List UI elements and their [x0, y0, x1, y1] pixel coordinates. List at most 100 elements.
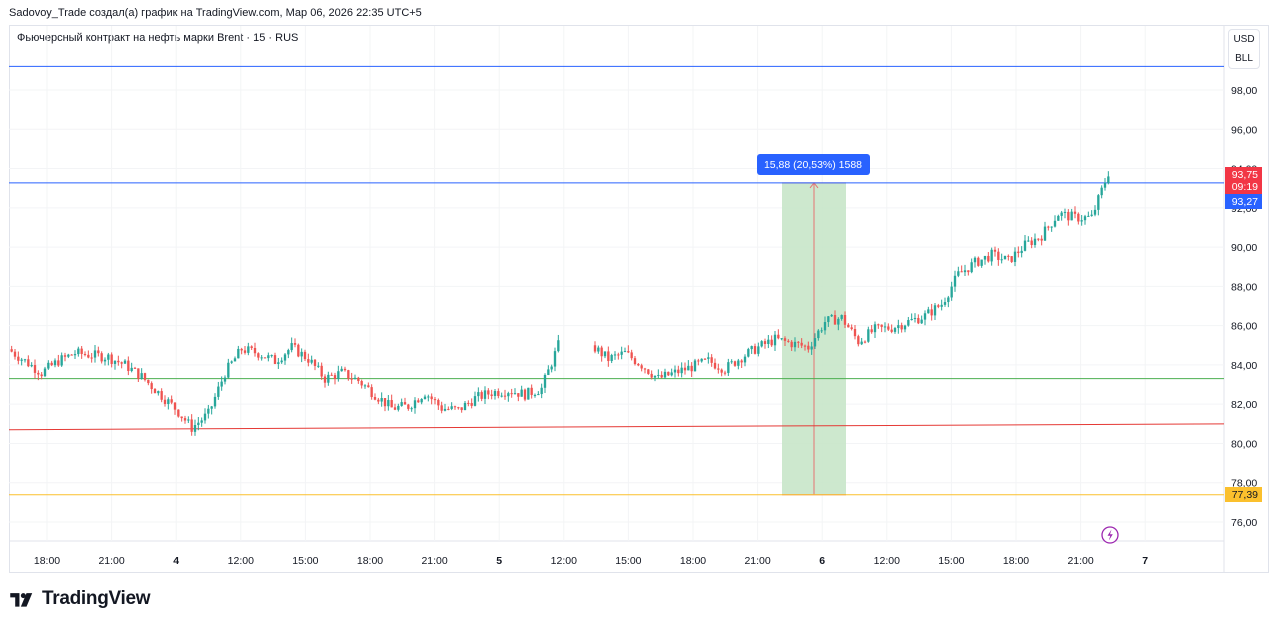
- candle-body: [690, 365, 693, 372]
- candle-body: [763, 341, 767, 344]
- symbol-title[interactable]: Фьючерсный контракт на нефть марки Brent…: [17, 32, 299, 44]
- candle-body: [183, 418, 187, 421]
- candle-body: [390, 400, 393, 408]
- candle-body: [767, 339, 770, 344]
- candle-body: [373, 397, 377, 400]
- candle-body: [230, 361, 233, 363]
- candle-body: [467, 402, 470, 404]
- candle-body: [130, 367, 133, 371]
- candle-body: [227, 362, 230, 378]
- candle-body: [800, 342, 803, 346]
- candle-body: [830, 315, 833, 317]
- candle-body: [237, 348, 240, 359]
- candle-body: [770, 339, 773, 346]
- candle-body: [407, 404, 410, 409]
- candle-body: [540, 387, 543, 395]
- candle-body: [703, 358, 707, 360]
- candle-body: [747, 349, 750, 357]
- price-tick-label: 88,00: [1231, 281, 1257, 293]
- candle-body: [123, 360, 127, 364]
- candle-body: [260, 357, 263, 359]
- candle-body: [43, 368, 47, 377]
- candle-body: [687, 365, 690, 371]
- candle-body: [850, 327, 853, 330]
- time-tick-label: 18:00: [34, 555, 60, 567]
- candle-body: [210, 406, 213, 409]
- candle-body: [953, 275, 957, 287]
- candle-body: [623, 351, 627, 353]
- candle-body: [893, 328, 897, 332]
- candle-body: [717, 368, 720, 370]
- price-tick-label: 76,00: [1231, 517, 1257, 529]
- candle-body: [707, 357, 710, 359]
- candle-body: [1097, 195, 1100, 210]
- candle-body: [733, 361, 737, 366]
- candle-body: [503, 395, 507, 397]
- price-badges: 93,75 09:19 93,27 77,39: [1225, 167, 1262, 502]
- candle-body: [887, 326, 890, 330]
- red-trend-line[interactable]: [8, 423, 1225, 431]
- candle-body: [100, 353, 103, 362]
- candle-body: [603, 351, 607, 357]
- measure-label-text: 15,88 (20,53%) 1588: [764, 159, 862, 171]
- candle-body: [180, 416, 183, 419]
- candle-body: [593, 345, 597, 352]
- candle-body: [817, 330, 820, 339]
- time-tick-label: 12:00: [228, 555, 254, 567]
- candle-body: [337, 371, 340, 379]
- candle-body: [190, 419, 193, 432]
- candle-body: [450, 406, 453, 409]
- candle-body: [917, 317, 920, 324]
- candle-body: [693, 360, 697, 372]
- candle-body: [493, 391, 497, 396]
- candle-body: [300, 351, 303, 357]
- candle-body: [233, 358, 237, 362]
- candle-body: [837, 318, 840, 325]
- measure-label: 15,88 (20,53%) 1588: [757, 154, 870, 175]
- candle-body: [823, 322, 827, 331]
- flash-icon[interactable]: [1101, 526, 1119, 544]
- candle-body: [713, 362, 717, 369]
- candle-body: [320, 365, 323, 377]
- candle-body: [827, 316, 830, 323]
- candle-body: [20, 359, 23, 361]
- candle-body: [253, 347, 257, 354]
- candle-body: [47, 362, 50, 369]
- candle-body: [453, 406, 457, 408]
- unit-label: BLL: [1235, 53, 1253, 64]
- candle-body: [547, 369, 550, 375]
- candle-body: [807, 345, 810, 350]
- tradingview-logo[interactable]: TradingView: [10, 588, 151, 610]
- candle-body: [440, 405, 443, 411]
- candle-body: [343, 368, 347, 371]
- candle-body: [737, 360, 740, 366]
- candle-body: [207, 408, 210, 414]
- candle-body: [307, 359, 310, 363]
- candle-body: [53, 360, 57, 366]
- candle-body: [1000, 259, 1003, 261]
- candle-body: [1077, 213, 1080, 222]
- currency-unit-button[interactable]: USD BLL: [1228, 29, 1260, 69]
- candle-body: [720, 369, 723, 373]
- candle-body: [820, 330, 823, 332]
- candle-body: [103, 359, 107, 362]
- time-tick-label: 15:00: [938, 555, 964, 567]
- candle-body: [983, 255, 987, 260]
- candle-body: [30, 365, 33, 367]
- candle-body: [630, 352, 633, 359]
- candle-body: [723, 372, 727, 374]
- candle-body: [657, 374, 660, 376]
- candle-body: [833, 315, 837, 325]
- candle-body: [957, 271, 960, 276]
- candle-body: [270, 355, 273, 357]
- candle-body: [853, 329, 857, 337]
- candle-body: [40, 374, 43, 377]
- candle-body: [187, 419, 190, 421]
- candle-body: [597, 347, 600, 352]
- candle-body: [520, 389, 523, 397]
- candle-body: [317, 365, 320, 367]
- candle-body: [213, 396, 217, 407]
- candle-body: [423, 396, 427, 399]
- candle-body: [527, 387, 530, 400]
